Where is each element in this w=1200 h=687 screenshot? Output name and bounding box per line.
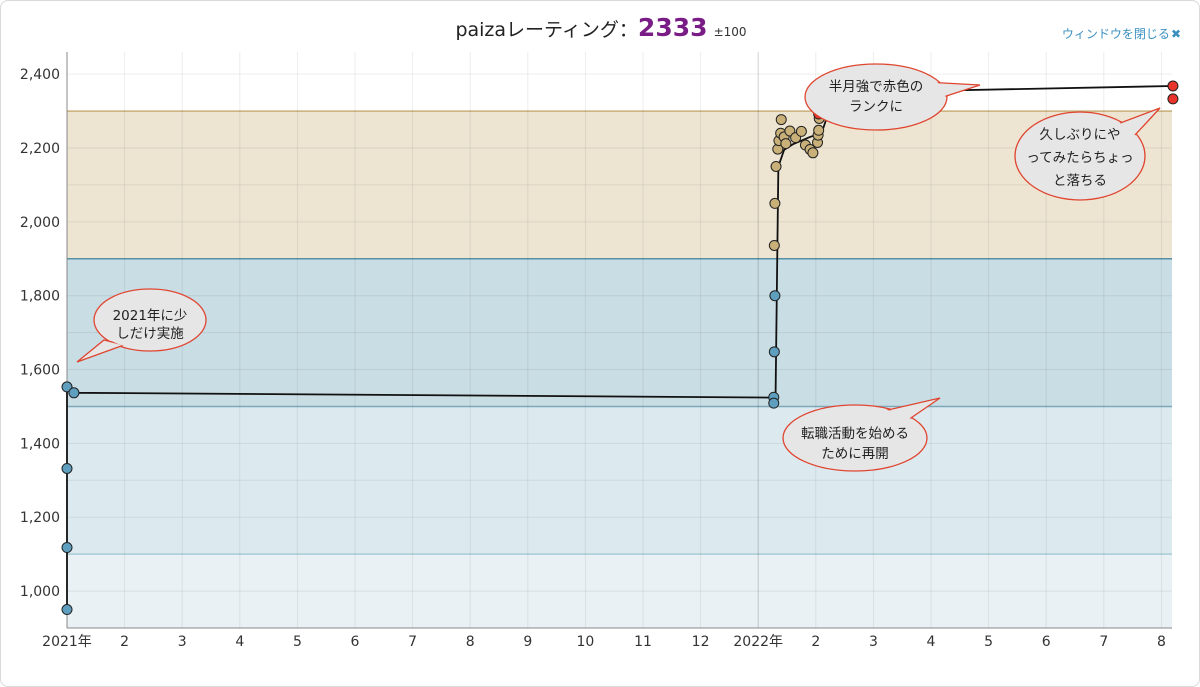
callout-text: ってみたらちょっ	[1026, 150, 1133, 166]
data-point-gold	[775, 114, 787, 126]
x-tick-label: 4	[235, 634, 244, 650]
callout-text: 2021年に少	[113, 308, 188, 324]
x-tick-label: 7	[1099, 634, 1108, 650]
callout-fill	[784, 406, 926, 470]
callout-text: と落ちる	[1053, 173, 1107, 189]
data-point-gold	[780, 138, 792, 150]
data-point-red	[1167, 80, 1179, 92]
y-tick-label: 2,400	[20, 67, 60, 83]
data-point-gold	[770, 160, 782, 172]
x-tick-label: 4	[927, 634, 936, 650]
x-tick-label: 6	[351, 634, 360, 650]
y-tick-label: 1,600	[20, 363, 60, 379]
x-tick-label: 3	[869, 634, 878, 650]
y-tick-label: 2,000	[20, 215, 60, 231]
x-tick-label: 8	[1157, 634, 1166, 650]
band-4	[67, 52, 1172, 112]
callout-text: ランクに	[849, 99, 903, 115]
x-tick-label: 2022年	[733, 634, 783, 650]
data-point-gold	[768, 239, 780, 251]
data-point-gold	[813, 124, 825, 136]
x-tick-label: 11	[634, 634, 652, 650]
callout-text: ために再開	[821, 446, 889, 462]
y-tick-label: 2,200	[20, 141, 60, 157]
x-tick-label: 12	[692, 634, 710, 650]
data-point-blue	[61, 604, 73, 616]
x-tick-label: 9	[523, 634, 532, 650]
x-tick-label: 3	[178, 634, 187, 650]
callout-tail	[76, 339, 127, 363]
callout-text: 半月強で赤色の	[829, 78, 924, 95]
data-point-blue	[68, 387, 80, 399]
callout-fill	[95, 290, 205, 350]
x-tick-label: 5	[984, 634, 993, 650]
x-tick-label: 2	[120, 634, 129, 650]
y-tick-label: 1,000	[20, 584, 60, 600]
x-tick-label: 6	[1042, 634, 1051, 650]
band-3	[67, 111, 1172, 259]
data-point-blue	[768, 346, 780, 358]
band-1	[67, 406, 1172, 555]
data-point-blue	[61, 462, 73, 474]
data-point-red	[1167, 93, 1179, 105]
x-tick-label: 5	[293, 634, 302, 650]
data-point-blue	[61, 381, 73, 393]
y-tick-label: 1,400	[20, 436, 60, 452]
x-tick-label: 2021年	[42, 634, 92, 650]
close-label: ウィンドウを閉じる	[1061, 27, 1170, 41]
data-point-blue	[769, 290, 781, 302]
band-0	[67, 554, 1172, 628]
data-point-gold	[769, 197, 781, 209]
data-point-blue	[768, 397, 780, 409]
band-2	[67, 258, 1172, 407]
close-x-icon: ✖	[1170, 27, 1181, 41]
data-point-gold	[795, 125, 807, 137]
chart-title: paizaレーティング：2333 ±100	[1, 13, 1199, 42]
callout-text: しだけ実施	[116, 326, 184, 342]
x-tick-label: 8	[466, 634, 475, 650]
rating-score: 2333	[637, 13, 708, 42]
data-point-blue	[61, 542, 73, 554]
x-tick-label: 10	[576, 634, 594, 650]
callout-text: 久しぶりにや	[1040, 127, 1121, 143]
callout-fill	[1016, 113, 1144, 199]
rating-margin: ±100	[713, 25, 747, 39]
close-window-button[interactable]: ウィンドウを閉じる✖	[1062, 25, 1181, 42]
data-point-gold	[807, 147, 819, 159]
y-tick-label: 1,200	[20, 510, 60, 526]
x-tick-label: 7	[408, 634, 417, 650]
x-tick-label: 2	[811, 634, 820, 650]
callout-text: 転職活動を始める	[801, 426, 909, 442]
callout-fill	[806, 65, 946, 129]
y-tick-label: 1,800	[20, 289, 60, 305]
title-prefix: paizaレーティング：	[455, 19, 638, 41]
